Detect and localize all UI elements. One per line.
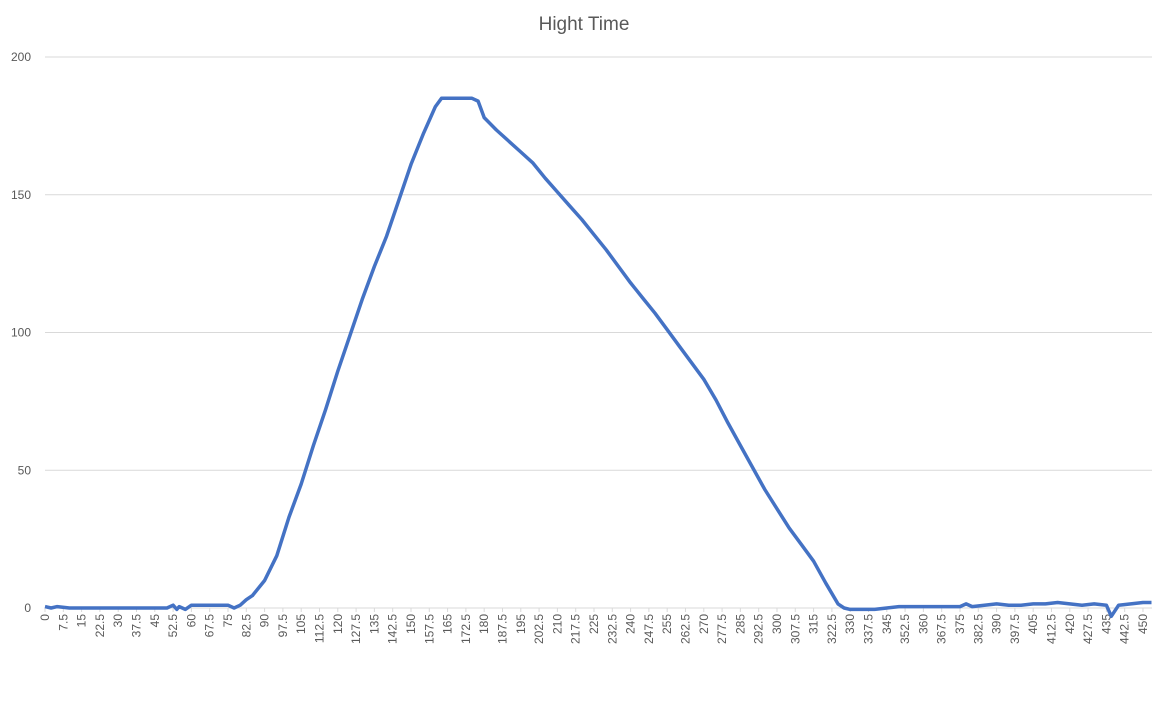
x-tick-label: 217.5: [569, 614, 583, 644]
x-tick-label: 330: [843, 614, 857, 634]
y-tick-label: 200: [11, 50, 31, 64]
y-tick-label: 0: [24, 601, 31, 615]
y-tick-label: 100: [11, 326, 31, 340]
x-tick-label: 210: [550, 614, 564, 634]
x-tick-label: 127.5: [349, 614, 363, 644]
x-tick-label: 307.5: [788, 614, 802, 644]
x-tick-label: 150: [404, 614, 418, 634]
data-line: [44, 96, 1152, 619]
x-tick-label: 75: [221, 614, 235, 628]
x-tick-label: 450: [1136, 614, 1150, 634]
x-tick-label: 345: [880, 614, 894, 634]
x-tick-label: 112.5: [312, 614, 326, 643]
x-tick-label: 120: [331, 614, 345, 634]
x-tick-label: 105: [294, 614, 308, 634]
x-tick-label: 277.5: [715, 614, 729, 644]
x-tick-label: 292.5: [752, 614, 766, 644]
x-tick-label: 247.5: [642, 614, 656, 644]
x-tick-label: 52.5: [166, 614, 180, 638]
x-tick-label: 172.5: [459, 614, 473, 644]
x-tick-label: 187.5: [495, 614, 509, 644]
x-tick-label: 435: [1099, 614, 1113, 634]
x-tick-label: 22.5: [93, 614, 107, 638]
x-tick-label: 45: [148, 614, 162, 628]
x-tick-label: 270: [697, 614, 711, 634]
x-tick-label: 82.5: [239, 614, 253, 638]
chart-title: Hight Time: [539, 14, 630, 35]
x-tick-label: 285: [733, 614, 747, 634]
x-tick-label: 135: [367, 614, 381, 634]
x-tick-label: 225: [587, 614, 601, 634]
x-tick-label: 255: [660, 614, 674, 634]
x-tick-label: 352.5: [898, 614, 912, 644]
x-tick-label: 157.5: [422, 614, 436, 644]
x-tick-label: 195: [514, 614, 528, 634]
x-tick-label: 97.5: [276, 614, 290, 638]
x-tick-label: 360: [916, 614, 930, 634]
x-tick-label: 262.5: [678, 614, 692, 644]
x-tick-label: 322.5: [825, 614, 839, 644]
x-tick-label: 375: [953, 614, 967, 634]
x-tick-label: 420: [1063, 614, 1077, 634]
x-tick-label: 67.5: [203, 614, 217, 638]
x-tick-label: 202.5: [532, 614, 546, 644]
x-tick-label: 300: [770, 614, 784, 634]
x-tick-label: 427.5: [1081, 614, 1095, 644]
x-tick-label: 142.5: [386, 614, 400, 644]
x-tick-label: 15: [75, 614, 89, 628]
x-tick-label: 7.5: [56, 614, 70, 631]
x-tick-label: 405: [1026, 614, 1040, 634]
x-tick-label: 315: [807, 614, 821, 634]
x-tick-label: 382.5: [971, 614, 985, 644]
y-tick-label: 50: [18, 463, 32, 477]
x-tick-label: 0: [38, 614, 52, 621]
x-tick-label: 90: [258, 614, 272, 628]
x-tick-label: 180: [477, 614, 491, 634]
x-tick-label: 37.5: [129, 614, 143, 638]
x-tick-label: 60: [184, 614, 198, 628]
x-tick-label: 412.5: [1044, 614, 1058, 644]
x-tick-label: 442.5: [1118, 614, 1132, 644]
x-tick-label: 30: [111, 614, 125, 628]
x-tick-label: 390: [990, 614, 1004, 634]
x-tick-label: 367.5: [935, 614, 949, 644]
y-tick-label: 150: [11, 188, 31, 202]
x-tick-label: 337.5: [861, 614, 875, 644]
x-tick-label: 240: [624, 614, 638, 634]
x-tick-label: 397.5: [1008, 614, 1022, 644]
x-tick-label: 232.5: [605, 614, 619, 644]
x-tick-label: 165: [441, 614, 455, 634]
